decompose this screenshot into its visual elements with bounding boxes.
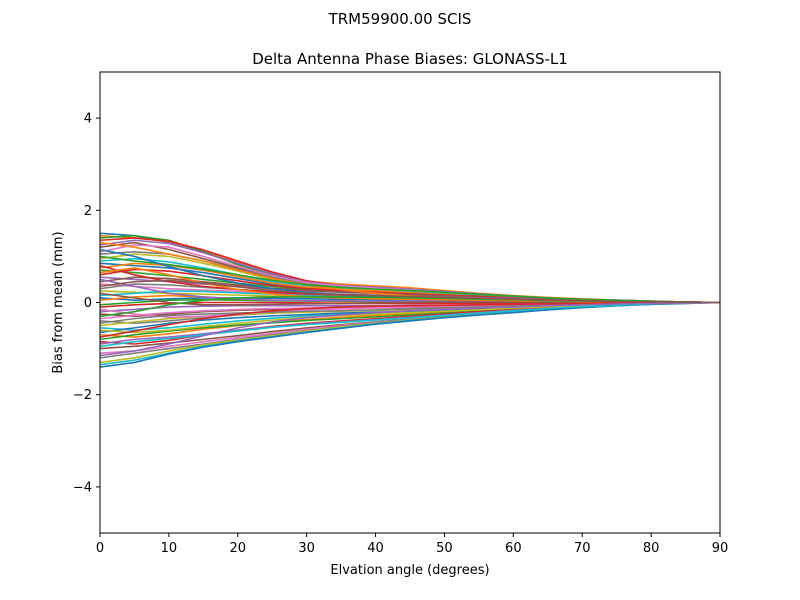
y-tick-label: 2	[84, 204, 92, 219]
y-tick-label: 0	[84, 296, 92, 311]
figure-suptitle: TRM59900.00 SCIS	[328, 10, 472, 28]
x-tick-label: 90	[712, 541, 729, 556]
series-line-50	[100, 301, 720, 348]
y-axis: −4 −2 0 2 4	[73, 112, 100, 495]
series-line-56	[100, 279, 720, 304]
x-axis-label: Elvation angle (degrees)	[330, 563, 489, 578]
x-tick-label: 30	[298, 541, 315, 556]
x-tick-label: 60	[505, 541, 522, 556]
x-tick-label: 40	[367, 541, 384, 556]
x-axis: 0 10 20 30 40 50 60 70 80 90	[96, 533, 728, 556]
x-tick-label: 70	[574, 541, 591, 556]
y-tick-label: 4	[84, 112, 92, 127]
x-tick-label: 10	[161, 541, 178, 556]
x-tick-label: 80	[643, 541, 660, 556]
y-axis-label: Bias from mean (mm)	[51, 231, 66, 373]
series-line-43	[100, 255, 720, 304]
series-group	[100, 232, 720, 368]
y-tick-label: −2	[73, 388, 92, 403]
x-tick-label: 50	[436, 541, 453, 556]
series-line-54	[100, 301, 720, 338]
chart-title: Delta Antenna Phase Biases: GLONASS-L1	[252, 50, 568, 68]
x-tick-label: 0	[96, 541, 104, 556]
series-line-55	[100, 301, 720, 357]
y-tick-label: −4	[73, 480, 92, 495]
x-tick-label: 20	[230, 541, 247, 556]
